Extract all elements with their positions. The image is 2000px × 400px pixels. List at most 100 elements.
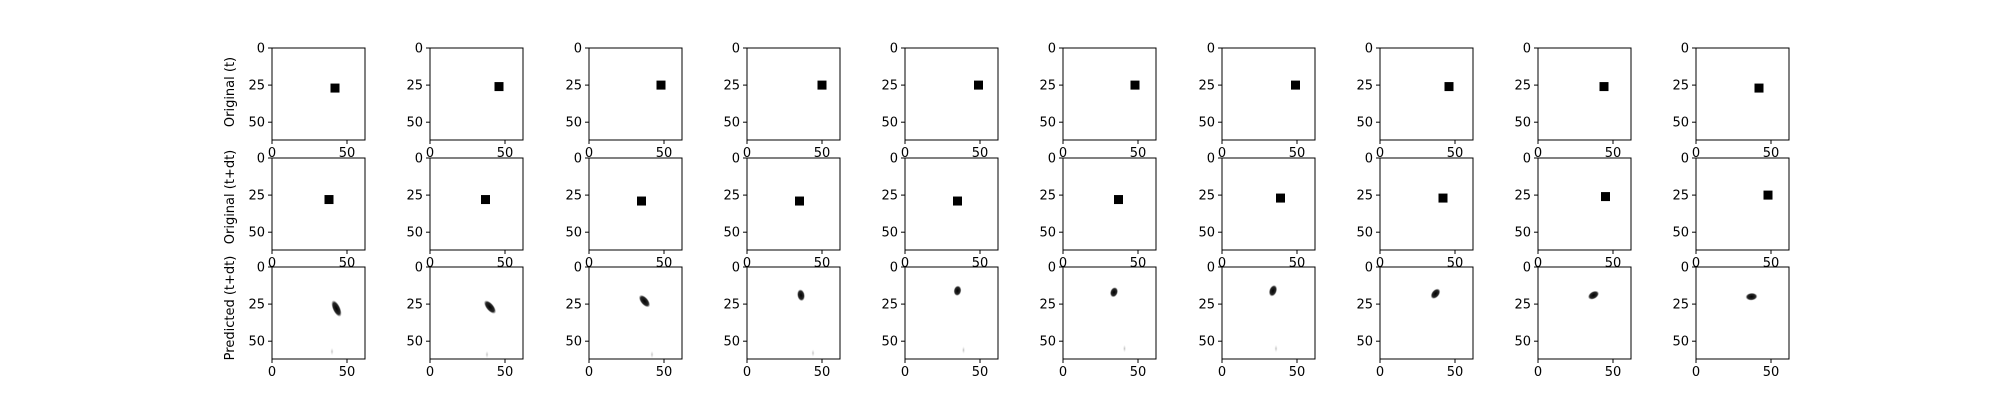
row-labels: Original (t) Original (t+dt) Predicted (… bbox=[223, 57, 238, 360]
panel-frame bbox=[904, 266, 999, 360]
x-tick-label: 0 bbox=[426, 365, 434, 380]
y-tick-label: 25 bbox=[881, 189, 898, 204]
x-tick-label: 0 bbox=[1692, 256, 1700, 271]
y-tick-label: 50 bbox=[881, 226, 898, 241]
x-tick-label: 0 bbox=[585, 256, 593, 271]
y-tick-label: 50 bbox=[565, 335, 582, 350]
y-tick-label: 50 bbox=[1356, 116, 1373, 131]
x-tick-label: 0 bbox=[426, 146, 434, 161]
faint-artifact bbox=[961, 346, 966, 355]
panel-frame bbox=[1379, 47, 1474, 141]
square-mark bbox=[1276, 193, 1285, 203]
y-tick-label: 25 bbox=[248, 298, 265, 313]
y-tick-label: 0 bbox=[415, 42, 423, 57]
x-tick-label: 50 bbox=[1763, 365, 1780, 380]
square-mark bbox=[637, 196, 646, 206]
y-tick-label: 25 bbox=[1039, 79, 1056, 94]
square-mark bbox=[1754, 83, 1764, 93]
square-mark bbox=[795, 196, 804, 206]
y-tick-label: 25 bbox=[1514, 189, 1531, 204]
x-tick-label: 50 bbox=[497, 146, 514, 161]
x-tick-label: 0 bbox=[901, 256, 909, 271]
y-tick-label: 0 bbox=[1681, 42, 1689, 57]
row-label-predicted-t-dt: Predicted (t+dt) bbox=[223, 256, 238, 361]
y-tick-label: 25 bbox=[406, 298, 423, 313]
y-tick-label: 0 bbox=[1523, 42, 1531, 57]
panel-frame bbox=[429, 47, 524, 141]
panel-frame bbox=[746, 157, 841, 251]
y-tick-label: 0 bbox=[1523, 261, 1531, 276]
x-tick-label: 0 bbox=[1059, 146, 1067, 161]
x-tick-label: 50 bbox=[656, 146, 673, 161]
y-tick-label: 0 bbox=[732, 42, 740, 57]
y-tick-label: 0 bbox=[574, 261, 582, 276]
predicted-blob bbox=[1745, 292, 1758, 301]
y-tick-label: 25 bbox=[406, 79, 423, 94]
square-mark bbox=[1438, 193, 1448, 203]
y-tick-label: 25 bbox=[1356, 189, 1373, 204]
panel-frame bbox=[904, 47, 999, 141]
y-tick-label: 25 bbox=[1514, 298, 1531, 313]
panel-frame bbox=[271, 157, 366, 251]
y-tick-label: 0 bbox=[1681, 261, 1689, 276]
y-tick-label: 0 bbox=[1681, 152, 1689, 167]
y-tick-label: 25 bbox=[1198, 189, 1215, 204]
panel-frame bbox=[1221, 47, 1316, 141]
y-tick-label: 50 bbox=[723, 335, 740, 350]
y-tick-label: 50 bbox=[248, 116, 265, 131]
y-tick-label: 25 bbox=[1356, 298, 1373, 313]
panel-frame bbox=[1379, 266, 1474, 360]
predicted-blob bbox=[797, 289, 805, 302]
y-tick-label: 50 bbox=[1514, 226, 1531, 241]
x-tick-label: 0 bbox=[901, 365, 909, 380]
y-tick-label: 25 bbox=[1198, 79, 1215, 94]
y-tick-label: 50 bbox=[1198, 335, 1215, 350]
panel-frame bbox=[1062, 157, 1157, 251]
y-tick-label: 0 bbox=[1365, 152, 1373, 167]
x-tick-label: 50 bbox=[1447, 146, 1464, 161]
x-tick-label: 0 bbox=[743, 146, 751, 161]
panel-frame bbox=[1221, 157, 1316, 251]
panel-frame bbox=[1537, 47, 1632, 141]
y-tick-label: 0 bbox=[415, 152, 423, 167]
y-tick-label: 0 bbox=[1207, 42, 1215, 57]
faint-artifact bbox=[811, 349, 815, 358]
y-tick-label: 0 bbox=[1523, 152, 1531, 167]
y-tick-label: 50 bbox=[881, 116, 898, 131]
square-mark bbox=[953, 196, 962, 206]
x-tick-label: 0 bbox=[1692, 365, 1700, 380]
x-tick-label: 0 bbox=[1218, 146, 1226, 161]
y-tick-label: 50 bbox=[723, 116, 740, 131]
y-tick-label: 0 bbox=[890, 42, 898, 57]
y-tick-label: 50 bbox=[1198, 226, 1215, 241]
predicted-blob bbox=[638, 294, 651, 308]
y-tick-label: 0 bbox=[1207, 152, 1215, 167]
x-tick-label: 50 bbox=[1447, 365, 1464, 380]
x-tick-label: 0 bbox=[901, 146, 909, 161]
y-tick-label: 50 bbox=[1039, 226, 1056, 241]
y-tick-label: 50 bbox=[1039, 116, 1056, 131]
square-mark bbox=[974, 80, 983, 90]
x-tick-label: 50 bbox=[1289, 146, 1306, 161]
x-tick-label: 50 bbox=[972, 146, 989, 161]
x-tick-label: 0 bbox=[1534, 256, 1542, 271]
panel-frame bbox=[1537, 157, 1632, 251]
x-tick-label: 0 bbox=[426, 256, 434, 271]
panel-frame bbox=[1221, 266, 1316, 360]
predicted-blob bbox=[1268, 284, 1278, 297]
y-tick-label: 50 bbox=[1356, 335, 1373, 350]
square-mark bbox=[324, 195, 334, 205]
y-tick-label: 25 bbox=[1672, 298, 1689, 313]
y-tick-label: 0 bbox=[574, 152, 582, 167]
